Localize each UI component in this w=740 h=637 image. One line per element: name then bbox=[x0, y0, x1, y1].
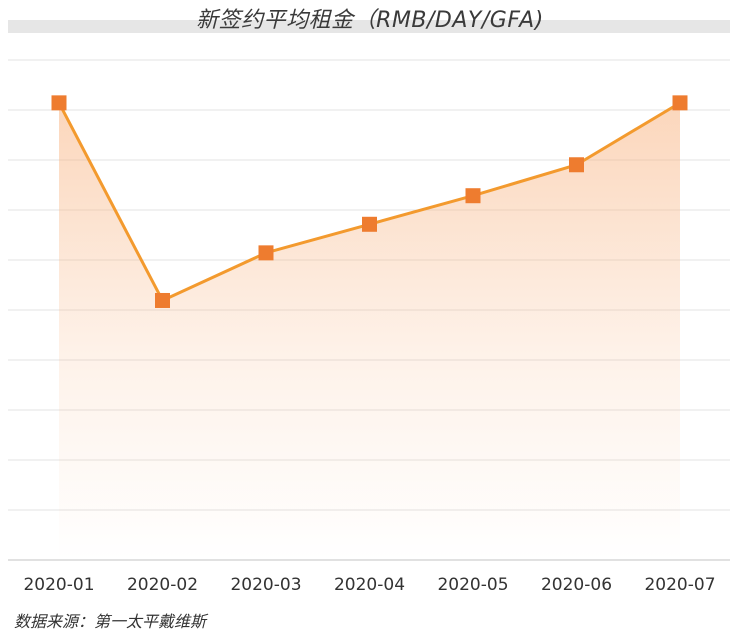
data-source-note: 数据来源：第一太平戴维斯 bbox=[14, 612, 207, 631]
x-tick-label: 2020-03 bbox=[230, 575, 301, 595]
data-markers bbox=[51, 95, 688, 308]
data-point-marker-2020-05 bbox=[465, 188, 481, 204]
chart-title: 新签约平均租金（RMB/DAY/GFA) bbox=[196, 8, 544, 33]
x-tick-label: 2020-05 bbox=[437, 575, 508, 595]
x-tick-label: 2020-02 bbox=[127, 575, 198, 595]
area-fill bbox=[59, 102, 680, 560]
area-fill-shape bbox=[59, 102, 680, 560]
x-tick-label: 2020-06 bbox=[541, 575, 612, 595]
data-point-marker-2020-04 bbox=[362, 216, 377, 232]
data-point-marker-2020-02 bbox=[155, 292, 170, 308]
x-tick-label: 2020-01 bbox=[23, 575, 94, 595]
data-point-marker-2020-01 bbox=[51, 95, 67, 111]
data-point-marker-2020-07 bbox=[672, 95, 688, 111]
x-tick-label: 2020-04 bbox=[334, 575, 405, 595]
data-point-marker-2020-03 bbox=[258, 245, 274, 261]
x-tick-label: 2020-07 bbox=[644, 575, 715, 595]
x-axis-tick-labels: 2020-01 2020-02 2020-03 2020-04 2020-05 2020-… bbox=[23, 575, 715, 595]
data-point-marker-2020-06 bbox=[569, 157, 584, 173]
title-band bbox=[8, 20, 730, 33]
